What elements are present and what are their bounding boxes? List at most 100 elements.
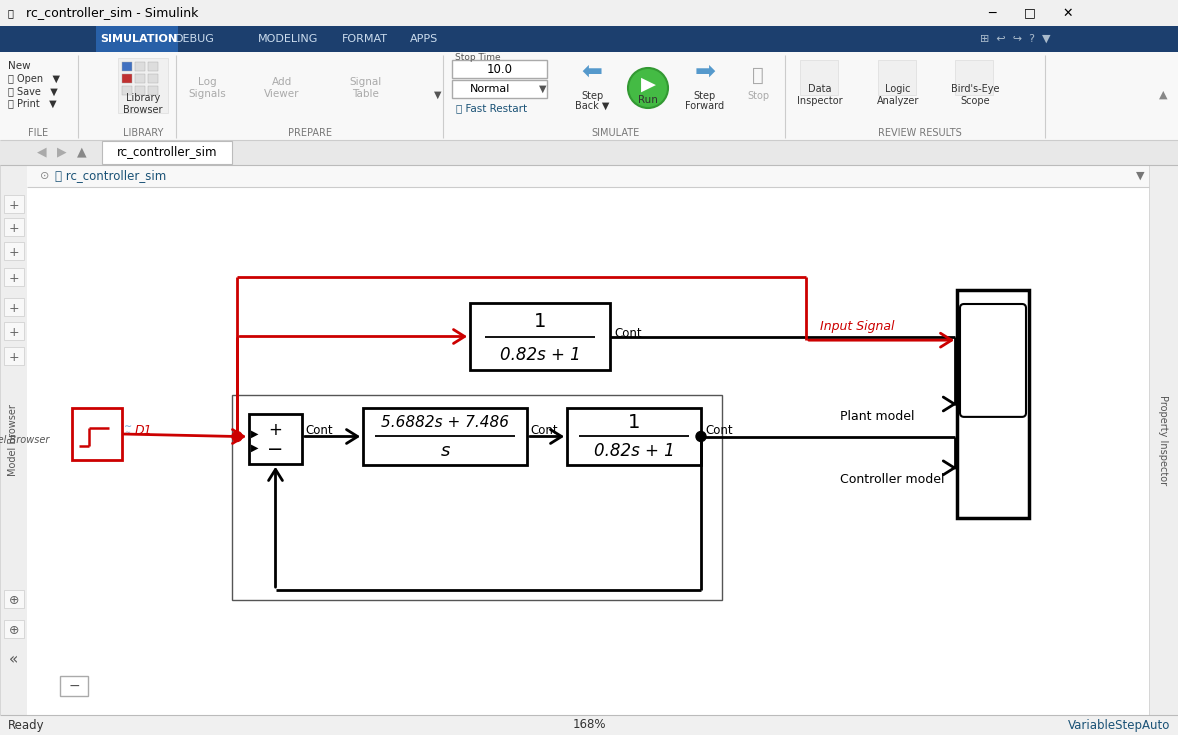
Text: +: + xyxy=(8,271,19,284)
Text: Bird's-Eye
Scope: Bird's-Eye Scope xyxy=(951,85,999,106)
Bar xyxy=(123,62,132,71)
Text: ∼: ∼ xyxy=(124,421,132,431)
Text: 168%: 168% xyxy=(573,719,605,731)
Bar xyxy=(4,298,24,316)
Text: ▶: ▶ xyxy=(251,429,259,439)
Text: Property Inspector: Property Inspector xyxy=(1158,395,1169,485)
Text: Signal
Table: Signal Table xyxy=(349,77,382,98)
Text: ⊞  ↩  ↪  ?  ▼: ⊞ ↩ ↪ ? ▼ xyxy=(980,34,1051,44)
Text: +: + xyxy=(8,351,19,364)
Bar xyxy=(123,86,132,95)
Bar xyxy=(135,86,145,95)
Bar xyxy=(4,590,24,608)
Text: Forward: Forward xyxy=(686,101,724,111)
Text: New: New xyxy=(8,61,31,71)
Bar xyxy=(0,0,1178,26)
Text: +: + xyxy=(8,198,19,212)
Bar xyxy=(27,187,1149,715)
Text: 🖨 Print   ▼: 🖨 Print ▼ xyxy=(8,98,57,108)
Text: Cont: Cont xyxy=(530,424,557,437)
Text: Back ▼: Back ▼ xyxy=(575,101,609,111)
Text: rc_controller_sim: rc_controller_sim xyxy=(117,146,217,159)
Text: Plant model: Plant model xyxy=(840,409,914,423)
Text: 0.82s + 1: 0.82s + 1 xyxy=(499,346,581,364)
FancyBboxPatch shape xyxy=(960,304,1026,417)
Text: 🔷: 🔷 xyxy=(8,8,14,18)
Bar xyxy=(118,58,168,113)
Bar xyxy=(4,218,24,236)
Text: ⊕: ⊕ xyxy=(8,593,19,606)
Bar xyxy=(148,62,158,71)
Text: Step: Step xyxy=(694,91,716,101)
Text: Data
Inspector: Data Inspector xyxy=(798,85,842,106)
Text: LIBRARY: LIBRARY xyxy=(123,128,164,138)
Text: ▲: ▲ xyxy=(78,146,87,159)
Text: −: − xyxy=(267,440,284,459)
Text: Step: Step xyxy=(581,91,603,101)
Bar xyxy=(135,62,145,71)
Text: s: s xyxy=(441,442,450,460)
Text: ▼: ▼ xyxy=(1136,171,1144,181)
Text: «: « xyxy=(9,653,19,667)
Bar xyxy=(4,620,24,638)
Text: +: + xyxy=(269,421,283,439)
Text: 📄 Open   ▼: 📄 Open ▼ xyxy=(8,74,60,84)
Text: −: − xyxy=(68,679,80,693)
Text: □: □ xyxy=(1024,7,1035,20)
Text: 10.0: 10.0 xyxy=(487,62,512,76)
Text: Cont: Cont xyxy=(704,424,733,437)
Text: 📁 rc_controller_sim: 📁 rc_controller_sim xyxy=(55,170,166,182)
Text: ▼: ▼ xyxy=(434,90,442,100)
Text: 0.82s + 1: 0.82s + 1 xyxy=(594,442,674,460)
Bar xyxy=(470,303,610,370)
Text: FILE: FILE xyxy=(28,128,48,138)
Text: ∼: ∼ xyxy=(124,429,130,435)
Bar xyxy=(0,26,1178,52)
Text: ─: ─ xyxy=(988,7,995,20)
Bar xyxy=(452,80,547,98)
Bar xyxy=(4,195,24,213)
Text: +: + xyxy=(8,326,19,339)
Text: +: + xyxy=(8,301,19,315)
Text: ✕: ✕ xyxy=(1063,7,1073,20)
Text: ◀: ◀ xyxy=(38,146,47,159)
Text: FORMAT: FORMAT xyxy=(342,34,388,44)
Text: ▶: ▶ xyxy=(641,74,655,93)
Bar xyxy=(363,408,527,465)
Text: DEBUG: DEBUG xyxy=(176,34,214,44)
Text: rc_controller_sim - Simulink: rc_controller_sim - Simulink xyxy=(26,7,198,20)
Text: D1: D1 xyxy=(135,423,153,437)
Bar xyxy=(800,60,838,95)
Text: SIMULATION: SIMULATION xyxy=(100,34,177,44)
Text: 1: 1 xyxy=(628,412,640,431)
Text: APPS: APPS xyxy=(410,34,438,44)
Text: ▲: ▲ xyxy=(1159,90,1167,100)
Bar xyxy=(135,74,145,83)
Bar xyxy=(0,52,1178,140)
Text: Model Browser: Model Browser xyxy=(0,435,49,445)
Text: 🔄 Fast Restart: 🔄 Fast Restart xyxy=(456,103,527,113)
Bar xyxy=(955,60,993,95)
Text: ⊙: ⊙ xyxy=(40,171,49,181)
Text: SIMULATE: SIMULATE xyxy=(591,128,640,138)
Text: Input Signal: Input Signal xyxy=(820,320,894,333)
Text: 💾 Save   ▼: 💾 Save ▼ xyxy=(8,86,58,96)
Bar xyxy=(0,0,1178,26)
Text: Stop Time: Stop Time xyxy=(455,52,501,62)
Text: Add
Viewer: Add Viewer xyxy=(264,77,299,98)
Bar xyxy=(4,347,24,365)
Text: ▶: ▶ xyxy=(58,146,67,159)
Bar xyxy=(4,242,24,260)
Text: Ready: Ready xyxy=(8,719,45,731)
Bar xyxy=(0,140,1178,165)
Bar xyxy=(60,676,88,696)
Text: REVIEW RESULTS: REVIEW RESULTS xyxy=(878,128,962,138)
Text: Cont: Cont xyxy=(305,424,332,437)
Text: ⬅: ⬅ xyxy=(582,60,602,84)
Text: ➡: ➡ xyxy=(695,60,715,84)
Text: Library
Browser: Library Browser xyxy=(124,93,163,115)
Text: 5.6882s + 7.486: 5.6882s + 7.486 xyxy=(380,415,509,429)
Bar xyxy=(957,290,1030,518)
Text: Normal: Normal xyxy=(470,84,510,94)
Bar xyxy=(95,26,178,52)
